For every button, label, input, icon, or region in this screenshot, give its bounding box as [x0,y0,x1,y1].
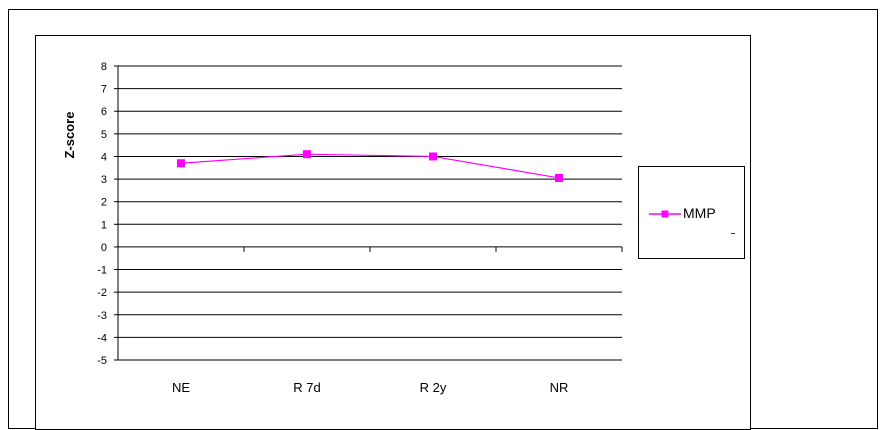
gridlines [118,65,622,361]
y-tick-label: -2 [97,287,107,299]
series-line-segment [306,153,434,158]
x-category-label: R 7d [293,380,320,395]
y-tick-label: -5 [97,355,107,367]
legend-label-mmp: MMP [683,205,716,221]
y-tick-label: 2 [101,197,107,209]
series-line-segment [180,153,308,164]
y-tick-label: 0 [101,242,107,254]
legend: MMP [638,166,745,259]
y-tick-label: 3 [101,174,107,186]
chart-area [35,35,751,430]
y-tick-label: 4 [101,151,107,163]
x-category-label: R 2y [420,380,447,395]
y-tick-label: -3 [97,310,107,322]
plot-area: 8 7 6 5 4 3 2 1 0 -1 -2 -3 -4 -5 NE R 7d R 2y NR Z-score [62,61,623,395]
data-point [303,150,311,159]
series-line-segment [432,155,560,179]
legend-swatch-marker [661,210,669,218]
y-tick-label: -4 [97,332,107,344]
y-tick-label: 7 [101,84,107,96]
y-tick-label: 1 [101,219,107,231]
series-layer [177,150,563,182]
data-point [429,152,437,161]
x-category-label: NE [172,380,190,395]
data-point [177,159,185,168]
axes [114,65,623,361]
y-tick-label: 6 [101,106,107,118]
tick-labels: 8 7 6 5 4 3 2 1 0 -1 -2 -3 -4 -5 NE R 7d R 2y NR [97,61,568,395]
y-tick-label: 8 [101,61,107,73]
x-category-label: NR [550,380,569,395]
data-point [555,173,563,182]
legend-dash [731,233,735,234]
y-axis-label: Z-score [62,112,77,159]
y-tick-label: -1 [97,265,107,277]
y-tick-label: 5 [101,129,107,141]
